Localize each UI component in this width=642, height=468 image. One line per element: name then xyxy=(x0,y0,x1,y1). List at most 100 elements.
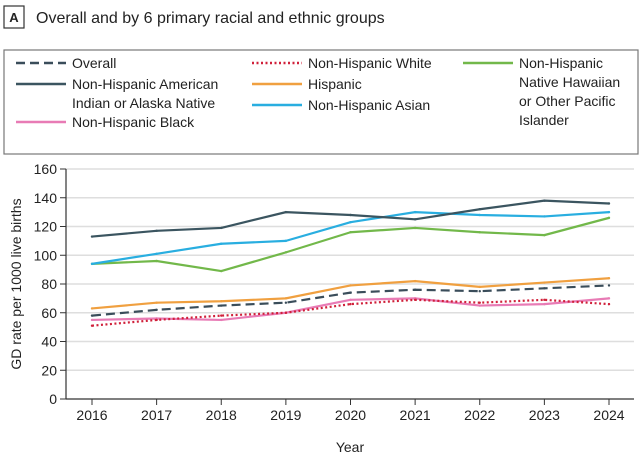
data-point xyxy=(543,199,546,202)
data-point xyxy=(220,242,223,245)
data-point xyxy=(607,216,611,220)
data-point xyxy=(90,314,94,317)
chart-title: Overall and by 6 primary racial and ethn… xyxy=(36,10,385,27)
data-point xyxy=(543,215,546,218)
data-point xyxy=(413,226,417,230)
y-tick-label: 40 xyxy=(41,334,57,350)
y-tick-label: 0 xyxy=(49,391,57,407)
data-point xyxy=(155,318,158,322)
gridlines xyxy=(66,168,634,371)
data-point xyxy=(90,262,94,266)
data-point xyxy=(349,231,352,234)
data-point xyxy=(478,301,481,304)
data-point xyxy=(607,297,611,300)
x-tick-label: 2018 xyxy=(206,407,237,423)
data-point xyxy=(413,288,417,291)
data-point xyxy=(155,301,158,304)
axes: 0 20 40 60 80 100 120 140 160 2016 2017 2018 2019 202… xyxy=(34,161,634,423)
data-point xyxy=(284,311,288,314)
legend-item: Non-Hispanic Asian xyxy=(252,97,430,113)
data-point xyxy=(607,277,611,280)
legend-label: Islander xyxy=(519,112,569,128)
legend-item: Non-Hispanic White xyxy=(252,55,432,71)
data-point xyxy=(607,284,611,287)
legend-label: or Other Pacific xyxy=(519,93,615,109)
legend-item: Hispanic xyxy=(252,76,362,92)
data-point xyxy=(220,300,223,303)
data-point xyxy=(349,284,352,287)
data-point xyxy=(284,251,288,254)
legend-label: Non-Hispanic Asian xyxy=(308,97,430,113)
data-point xyxy=(284,210,288,214)
x-tick-label: 2019 xyxy=(270,407,301,423)
data-point xyxy=(155,259,158,263)
data-point xyxy=(413,279,417,283)
legend-label: Native Hawaiian xyxy=(519,74,620,90)
legend-label: Overall xyxy=(72,55,116,71)
legend-label: Non-Hispanic American xyxy=(72,76,218,92)
series-line-non-hispanic-asian xyxy=(91,211,610,265)
data-point xyxy=(220,304,223,307)
data-point xyxy=(413,210,417,214)
data-point xyxy=(220,318,223,322)
data-point xyxy=(220,314,223,317)
data-point xyxy=(349,302,352,306)
x-axis-label: Year xyxy=(336,439,365,455)
data-point xyxy=(543,287,546,290)
y-tick-label: 60 xyxy=(41,305,57,321)
legend-item: Non-Hispanic Native Hawaiian or Other Paci… xyxy=(463,55,620,128)
data-point xyxy=(284,301,288,304)
data-point xyxy=(478,208,481,211)
legend-label: Hispanic xyxy=(308,76,362,92)
legend-item: Non-Hispanic American Indian or Alaska Na… xyxy=(16,76,218,111)
data-point xyxy=(90,307,94,310)
legend-item: Non-Hispanic Black xyxy=(16,114,195,130)
data-point xyxy=(478,304,481,307)
legend-item: Overall xyxy=(16,55,116,71)
legend: Overall Non-Hispanic American Indian or Al… xyxy=(16,55,620,130)
x-tick-label: 2020 xyxy=(335,407,366,423)
data-point xyxy=(607,210,611,214)
x-tick-label: 2021 xyxy=(400,407,431,423)
x-tick-label: 2024 xyxy=(593,407,624,423)
data-point xyxy=(155,229,158,233)
data-point xyxy=(284,297,288,300)
x-tick-label: 2016 xyxy=(76,407,107,423)
data-point xyxy=(478,289,481,293)
y-axis-label: GD rate per 1000 live births xyxy=(8,198,24,369)
data-point xyxy=(284,239,288,243)
data-point xyxy=(155,252,158,256)
x-tick-label: 2017 xyxy=(141,407,172,423)
data-point xyxy=(413,218,417,221)
legend-label: Indian or Alaska Native xyxy=(72,95,215,111)
panel-label: A xyxy=(9,10,19,25)
data-point xyxy=(155,308,158,312)
data-point xyxy=(478,231,481,234)
data-point xyxy=(90,235,94,238)
data-point xyxy=(413,298,417,302)
panel-label-box xyxy=(3,5,25,29)
data-point xyxy=(478,213,481,217)
y-tick-label: 140 xyxy=(34,190,58,206)
legend-label: Non-Hispanic xyxy=(519,55,603,71)
y-tick-label: 20 xyxy=(41,362,57,378)
x-tick-label: 2022 xyxy=(464,407,495,423)
data-point xyxy=(349,220,352,224)
data-point xyxy=(349,213,352,217)
data-point xyxy=(478,285,481,289)
data-point xyxy=(543,281,546,284)
series-line-non-hispanic-white xyxy=(91,298,610,327)
data-point xyxy=(543,298,546,302)
y-tick-label: 80 xyxy=(41,276,57,292)
data-point xyxy=(543,233,546,237)
x-tick-label: 2023 xyxy=(529,407,560,423)
data-point xyxy=(349,291,352,294)
data-point xyxy=(90,324,94,327)
data-point xyxy=(90,318,94,322)
data-point xyxy=(607,302,611,306)
data-point xyxy=(349,298,352,302)
legend-box xyxy=(3,49,639,155)
data-point xyxy=(220,269,223,273)
legend-label: Non-Hispanic Black xyxy=(72,114,195,130)
y-tick-label: 160 xyxy=(34,161,58,177)
